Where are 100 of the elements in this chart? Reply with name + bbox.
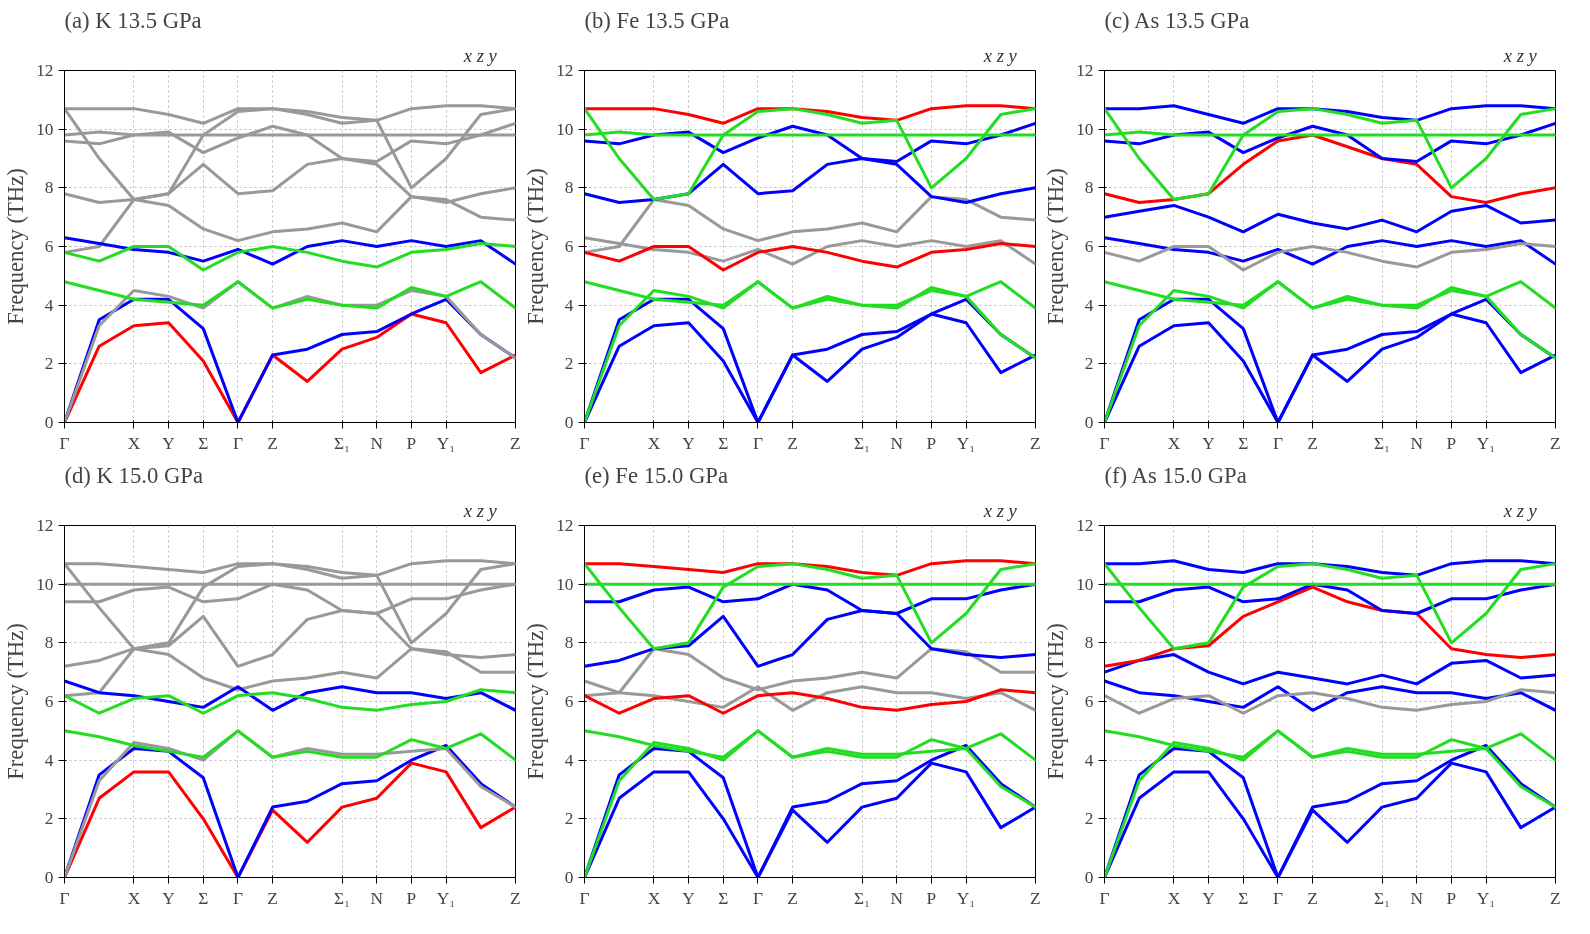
x-tick-label: Σ₁ xyxy=(853,888,871,908)
x-tick-label: P xyxy=(1446,888,1457,908)
x-tick-label: Z xyxy=(787,888,798,908)
x-tick-label: Y xyxy=(1202,433,1216,453)
y-tick-label: 8 xyxy=(44,178,54,198)
x-tick-label: Σ xyxy=(1238,888,1249,908)
y-tick-label: 0 xyxy=(1084,413,1094,432)
y-tick-label: 10 xyxy=(36,119,54,139)
x-tick-label: Σ₁ xyxy=(1373,888,1391,908)
x-tick-label: Σ₁ xyxy=(333,888,351,908)
y-tick-label: 6 xyxy=(44,692,54,711)
x-tick-label: Γ xyxy=(232,888,243,908)
y-tick-label: 6 xyxy=(564,237,574,256)
x-tick-label: N xyxy=(890,433,904,453)
x-tick-label: Γ xyxy=(579,888,590,908)
y-tick-label: 12 xyxy=(36,516,54,535)
chart-title: (d) K 15.0 GPa xyxy=(64,462,203,488)
y-tick-label: 0 xyxy=(564,868,574,887)
x-tick-label: Z xyxy=(267,433,278,453)
text: x z y xyxy=(463,44,497,66)
x-tick-label: Z xyxy=(1307,433,1318,453)
x-tick-label: Γ xyxy=(752,433,763,453)
y-tick-label: 10 xyxy=(36,574,54,594)
y-tick-label: 12 xyxy=(1076,516,1094,535)
x-tick-label: Z xyxy=(1549,888,1561,908)
x-tick-label: N xyxy=(1410,888,1424,908)
text: x z y xyxy=(1503,499,1537,521)
y-tick-label: 8 xyxy=(1084,633,1094,653)
y-axis-title: Frequency (THz) xyxy=(1043,623,1069,780)
y-tick-label: 6 xyxy=(564,692,574,711)
chart-title: (e) Fe 15.0 GPa xyxy=(584,462,728,488)
x-tick-label: Z xyxy=(509,433,521,453)
y-tick-label: 10 xyxy=(556,119,574,139)
x-tick-label: Y₁ xyxy=(436,433,456,453)
y-tick-label: 0 xyxy=(44,868,54,887)
y-tick-label: 8 xyxy=(1084,178,1094,198)
x-tick-label: Γ xyxy=(59,433,70,453)
y-tick-label: 4 xyxy=(44,295,54,315)
text: x z y xyxy=(1503,44,1537,66)
y-tick-label: 0 xyxy=(564,413,574,432)
x-tick-label: P xyxy=(926,433,937,453)
x-tick-label: N xyxy=(1410,433,1424,453)
x-tick-label: Y₁ xyxy=(956,888,976,908)
x-tick-label: Z xyxy=(787,433,798,453)
x-tick-label: Y xyxy=(682,433,696,453)
y-tick-label: 6 xyxy=(1084,237,1094,256)
x-tick-label: Y xyxy=(1202,888,1216,908)
y-tick-label: 4 xyxy=(1084,750,1094,770)
x-tick-label: Y₁ xyxy=(1476,433,1496,453)
x-tick-label: X xyxy=(1167,888,1181,908)
x-tick-label: Σ xyxy=(198,888,209,908)
x-tick-label: P xyxy=(1446,433,1457,453)
text: x z y xyxy=(983,44,1017,66)
x-tick-label: P xyxy=(926,888,937,908)
text: x z y xyxy=(463,499,497,521)
y-tick-label: 12 xyxy=(556,61,574,80)
y-tick-label: 2 xyxy=(1084,354,1094,374)
chart-title: (f) As 15.0 GPa xyxy=(1104,462,1247,488)
chart-title: (a) K 13.5 GPa xyxy=(64,7,202,33)
x-tick-label: Γ xyxy=(232,433,243,453)
y-tick-label: 4 xyxy=(564,295,574,315)
y-tick-label: 4 xyxy=(44,750,54,770)
y-tick-label: 8 xyxy=(564,178,574,198)
x-tick-label: Y₁ xyxy=(436,888,456,908)
y-tick-label: 10 xyxy=(1076,574,1094,594)
x-tick-label: Σ xyxy=(718,433,729,453)
x-tick-label: Z xyxy=(1029,888,1041,908)
x-tick-label: Y xyxy=(162,433,176,453)
y-tick-label: 4 xyxy=(564,750,574,770)
x-tick-label: N xyxy=(370,888,384,908)
x-tick-label: Z xyxy=(1307,888,1318,908)
x-tick-label: Γ xyxy=(59,888,70,908)
x-tick-label: Σ xyxy=(1238,433,1249,453)
x-tick-label: X xyxy=(647,433,661,453)
x-tick-label: Γ xyxy=(1272,433,1283,453)
x-tick-label: Γ xyxy=(579,433,590,453)
y-tick-label: 2 xyxy=(44,809,54,829)
x-tick-label: Z xyxy=(1029,433,1041,453)
y-axis-title: Frequency (THz) xyxy=(3,623,29,780)
x-tick-label: Γ xyxy=(1272,888,1283,908)
x-tick-label: Y₁ xyxy=(956,433,976,453)
y-tick-label: 12 xyxy=(556,516,574,535)
x-tick-label: Σ₁ xyxy=(1373,433,1391,453)
x-tick-label: P xyxy=(406,433,417,453)
x-tick-label: Σ xyxy=(198,433,209,453)
y-tick-label: 10 xyxy=(1076,119,1094,139)
x-tick-label: Γ xyxy=(1099,888,1110,908)
x-tick-label: N xyxy=(370,433,384,453)
x-tick-label: X xyxy=(127,888,141,908)
x-tick-label: X xyxy=(647,888,661,908)
x-tick-label: Γ xyxy=(752,888,763,908)
y-axis-title: Frequency (THz) xyxy=(523,623,549,780)
chart-title: (b) Fe 13.5 GPa xyxy=(584,7,730,33)
text: x z y xyxy=(983,499,1017,521)
y-tick-label: 12 xyxy=(36,61,54,80)
y-axis-title: Frequency (THz) xyxy=(3,168,29,325)
x-tick-label: Y xyxy=(162,888,176,908)
y-tick-label: 8 xyxy=(564,633,574,653)
y-tick-label: 0 xyxy=(44,413,54,432)
x-tick-label: Z xyxy=(1549,433,1561,453)
